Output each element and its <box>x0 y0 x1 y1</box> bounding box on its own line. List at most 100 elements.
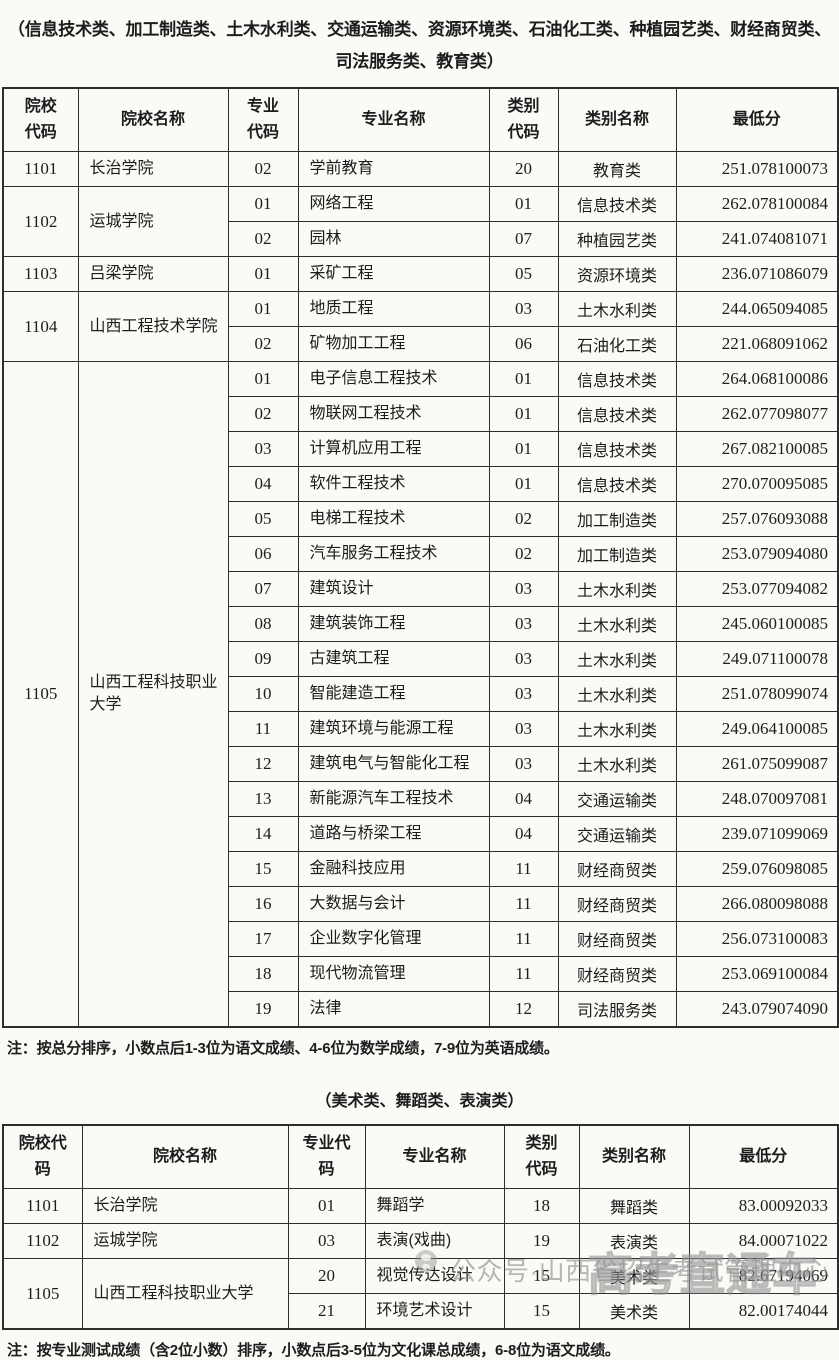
table-row: 1105 山西工程科技职业大学 20 视觉传达设计 15 美术类 82.67194069 <box>2 1258 839 1330</box>
min-score-cell: 239.071099069 <box>675 816 839 852</box>
column-header: 最低分 <box>688 1124 839 1189</box>
column-header: 类别代码 <box>503 1124 580 1189</box>
min-score-cell: 253.077094082 <box>675 571 839 607</box>
min-score-cell: 249.071100078 <box>675 641 839 677</box>
major-name-cell: 视觉传达设计 <box>364 1258 505 1294</box>
table-row: 1103 吕梁学院 01 采矿工程 05 资源环境类 236.071086079 <box>2 256 839 292</box>
school-name-cell: 山西工程科技职业大学 <box>81 1258 289 1330</box>
min-score-cell: 244.065094085 <box>675 291 839 327</box>
table-row: 15 金融科技应用 11 财经商贸类 259.076098085 <box>3 851 839 887</box>
category-code-cell: 03 <box>488 676 559 712</box>
category-name-cell: 石油化工类 <box>557 326 677 362</box>
category-name-cell: 信息技术类 <box>557 186 677 222</box>
category-code-cell: 03 <box>488 291 559 327</box>
table-row: 11 建筑环境与能源工程 03 土木水利类 249.064100085 <box>3 711 839 747</box>
category-code-cell: 01 <box>488 466 559 502</box>
category-name-cell: 美术类 <box>578 1293 690 1330</box>
table-row: 10 智能建造工程 03 土木水利类 251.078099074 <box>3 676 839 712</box>
category-name-cell: 加工制造类 <box>557 536 677 572</box>
major-code-cell: 15 <box>227 851 299 887</box>
category-name-cell: 教育类 <box>557 151 677 187</box>
category-name-cell: 加工制造类 <box>557 501 677 537</box>
major-name-cell: 舞蹈学 <box>364 1188 505 1224</box>
school-name-cell: 吕梁学院 <box>77 256 229 292</box>
min-score-cell: 264.068100086 <box>675 361 839 397</box>
column-header: 专业代码 <box>287 1124 366 1189</box>
category-name-cell: 种植园艺类 <box>557 221 677 257</box>
header-row: 院校代码 院校名称 专业代码 专业名称 类别代码 类别名称 最低分 <box>2 1124 839 1189</box>
major-name-cell: 古建筑工程 <box>297 641 490 677</box>
category-code-cell: 03 <box>488 571 559 607</box>
column-header: 院校名称 <box>77 87 229 152</box>
category-name-cell: 舞蹈类 <box>578 1188 690 1224</box>
major-name-cell: 园林 <box>297 221 490 257</box>
major-name-cell: 软件工程技术 <box>297 466 490 502</box>
category-name-cell: 表演类 <box>578 1223 690 1259</box>
major-name-cell: 地质工程 <box>297 291 490 327</box>
table-row: 1101 长治学院 01 舞蹈学 18 舞蹈类 83.00092033 <box>2 1188 839 1224</box>
major-name-cell: 智能建造工程 <box>297 676 490 712</box>
major-name-cell: 企业数字化管理 <box>297 921 490 957</box>
major-code-cell: 01 <box>227 186 299 222</box>
category-code-cell: 20 <box>488 151 559 187</box>
major-name-cell: 建筑环境与能源工程 <box>297 711 490 747</box>
table-row: 04 软件工程技术 01 信息技术类 270.070095085 <box>3 466 839 502</box>
min-score-cell: 253.069100084 <box>675 956 839 992</box>
category-code-cell: 12 <box>488 991 559 1028</box>
min-score-cell: 84.00071022 <box>688 1223 839 1259</box>
category-name-cell: 财经商贸类 <box>557 851 677 887</box>
min-score-cell: 221.068091062 <box>675 326 839 362</box>
table-row: 02 物联网工程技术 01 信息技术类 262.077098077 <box>3 396 839 432</box>
major-name-cell: 物联网工程技术 <box>297 396 490 432</box>
min-score-cell: 82.67194069 <box>688 1258 839 1294</box>
category-code-cell: 11 <box>488 921 559 957</box>
min-score-cell: 243.079074090 <box>675 991 839 1028</box>
category-name-cell: 信息技术类 <box>557 361 677 397</box>
major-code-cell: 17 <box>227 921 299 957</box>
school-code-cell: 1104 <box>2 291 79 362</box>
table-row: 09 古建筑工程 03 土木水利类 249.071100078 <box>3 641 839 677</box>
min-score-cell: 270.070095085 <box>675 466 839 502</box>
school-code-cell: 1101 <box>2 151 79 187</box>
min-score-cell: 83.00092033 <box>688 1188 839 1224</box>
category-code-cell: 04 <box>488 781 559 817</box>
major-code-cell: 01 <box>287 1188 366 1224</box>
category-code-cell: 03 <box>488 711 559 747</box>
major-code-cell: 05 <box>227 501 299 537</box>
category-code-cell: 02 <box>488 501 559 537</box>
major-name-cell: 现代物流管理 <box>297 956 490 992</box>
school-code-cell: 1105 <box>2 1258 83 1330</box>
category-name-cell: 财经商贸类 <box>557 886 677 922</box>
column-header: 院校代码 <box>2 1124 83 1189</box>
category-code-cell: 03 <box>488 641 559 677</box>
major-code-cell: 01 <box>227 361 299 397</box>
major-name-cell: 表演(戏曲) <box>364 1223 505 1259</box>
table-row: 12 建筑电气与智能化工程 03 土木水利类 261.075099087 <box>3 746 839 782</box>
category-name-cell: 土木水利类 <box>557 291 677 327</box>
major-name-cell: 新能源汽车工程技术 <box>297 781 490 817</box>
category-name-cell: 土木水利类 <box>557 746 677 782</box>
section1-title-line2: 司法服务类、教育类） <box>335 52 504 71</box>
category-name-cell: 美术类 <box>578 1258 690 1294</box>
major-name-cell: 学前教育 <box>297 151 490 187</box>
table-row: 02 矿物加工工程 06 石油化工类 221.068091062 <box>3 326 839 362</box>
section1-note: 注：按总分排序，小数点后1-3位为语文成绩、4-6位为数学成绩，7-9位为英语成… <box>7 1040 559 1057</box>
major-code-cell: 08 <box>227 606 299 642</box>
category-code-cell: 01 <box>488 361 559 397</box>
category-code-cell: 06 <box>488 326 559 362</box>
min-score-cell: 257.076093088 <box>675 501 839 537</box>
major-name-cell: 金融科技应用 <box>297 851 490 887</box>
table-row: 1102 运城学院 01 网络工程 01 信息技术类 262.078100084 <box>2 186 839 257</box>
column-header: 专业名称 <box>364 1124 505 1189</box>
school-name-cell: 山西工程技术学院 <box>77 291 229 362</box>
table-row: 08 建筑装饰工程 03 土木水利类 245.060100085 <box>3 606 839 642</box>
table-row: 1102 运城学院 03 表演(戏曲) 19 表演类 84.00071022 <box>2 1223 839 1259</box>
min-score-cell: 261.075099087 <box>675 746 839 782</box>
section2-title: （美术类、舞蹈类、表演类） <box>315 1093 524 1110</box>
category-code-cell: 03 <box>488 746 559 782</box>
table-row: 19 法律 12 司法服务类 243.079074090 <box>3 991 839 1028</box>
section2-note: 注：按专业测试成绩（含2位小数）排序，小数点后3-5位为文化课总成绩，6-8位为… <box>7 1342 620 1359</box>
major-code-cell: 03 <box>287 1223 366 1259</box>
school-name-cell: 长治学院 <box>77 151 229 187</box>
category-code-cell: 07 <box>488 221 559 257</box>
